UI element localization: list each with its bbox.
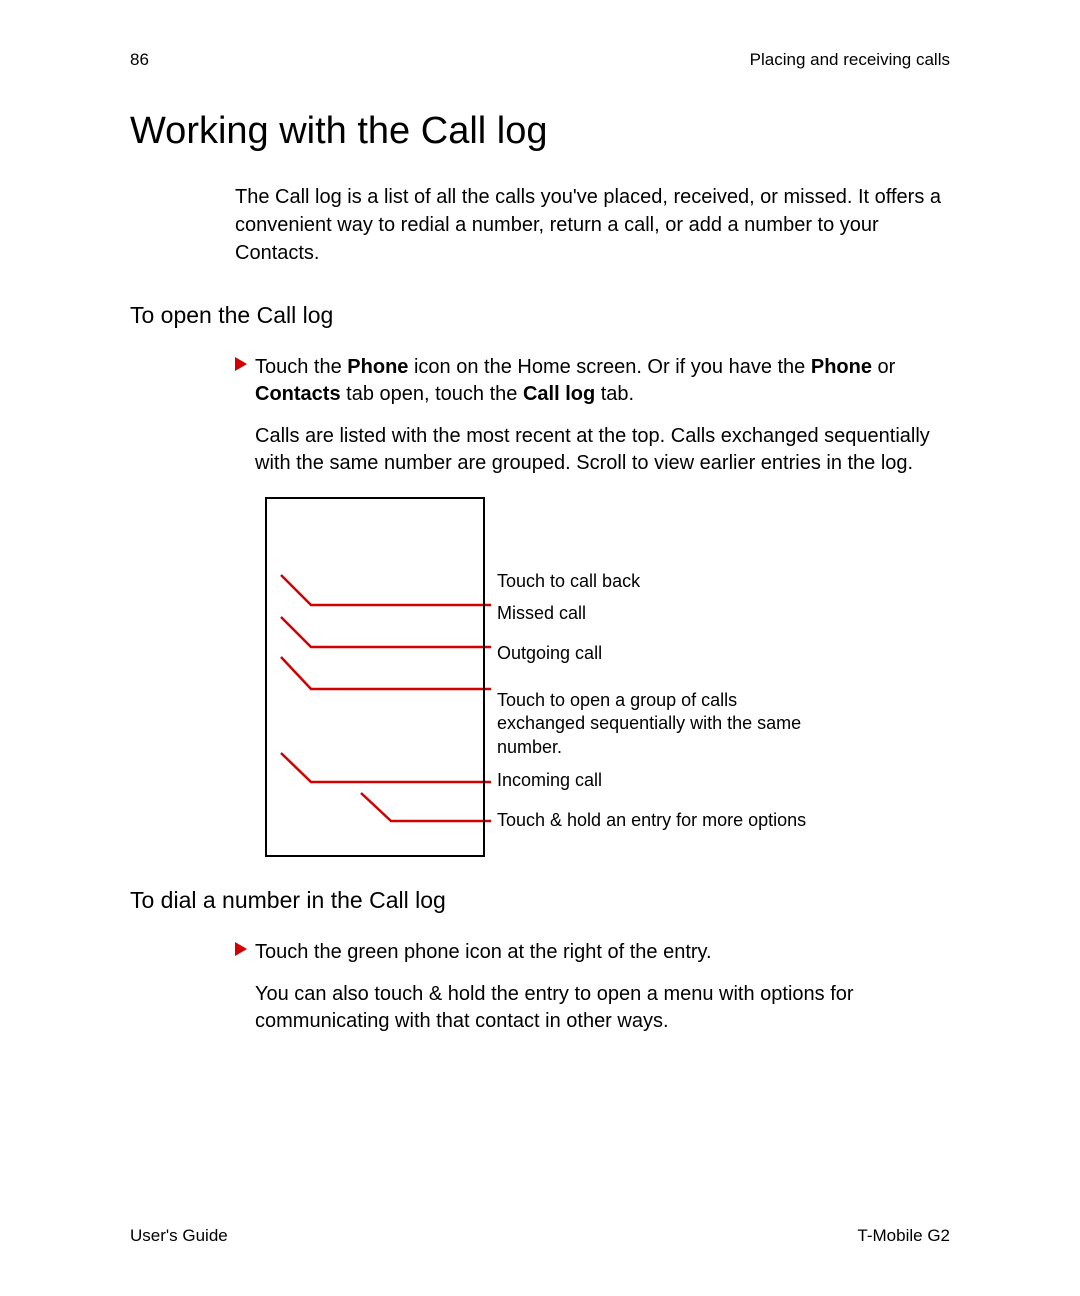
section2-sub: You can also touch & hold the entry to o… — [255, 981, 950, 1035]
header-row: 86 Placing and receiving calls — [130, 50, 950, 70]
section1-content: Touch the Phone icon on the Home screen.… — [235, 354, 950, 867]
section2-content: Touch the green phone icon at the right … — [235, 939, 950, 1035]
callout-1: Touch to call back — [497, 570, 817, 593]
bullet-arrow-icon — [235, 357, 247, 376]
bullet-row-2: Touch the green phone icon at the right … — [235, 939, 950, 966]
header-section: Placing and receiving calls — [750, 50, 950, 70]
page-title: Working with the Call log — [130, 110, 950, 153]
bullet-row-1: Touch the Phone icon on the Home screen.… — [235, 354, 950, 408]
page-number: 86 — [130, 50, 149, 70]
intro-paragraph: The Call log is a list of all the calls … — [235, 183, 950, 267]
bullet-arrow-icon — [235, 942, 247, 961]
footer-right: T-Mobile G2 — [857, 1226, 950, 1246]
diagram: Touch to call back Missed call Outgoing … — [235, 497, 950, 867]
page: 86 Placing and receiving calls Working w… — [0, 0, 1080, 1296]
section2-heading: To dial a number in the Call log — [130, 887, 950, 914]
footer-left: User's Guide — [130, 1226, 228, 1246]
bullet-text-2: Touch the green phone icon at the right … — [255, 939, 712, 966]
bullet-text-1: Touch the Phone icon on the Home screen.… — [255, 354, 950, 408]
callout-3: Outgoing call — [497, 642, 817, 665]
callout-2: Missed call — [497, 602, 817, 625]
callout-5: Incoming call — [497, 769, 817, 792]
callout-6: Touch & hold an entry for more options — [497, 809, 817, 832]
callout-4: Touch to open a group of calls exchanged… — [497, 689, 817, 759]
section1-sub: Calls are listed with the most recent at… — [255, 423, 950, 477]
section1-heading: To open the Call log — [130, 302, 950, 329]
footer: User's Guide T-Mobile G2 — [130, 1226, 950, 1246]
phone-outline — [265, 497, 485, 857]
